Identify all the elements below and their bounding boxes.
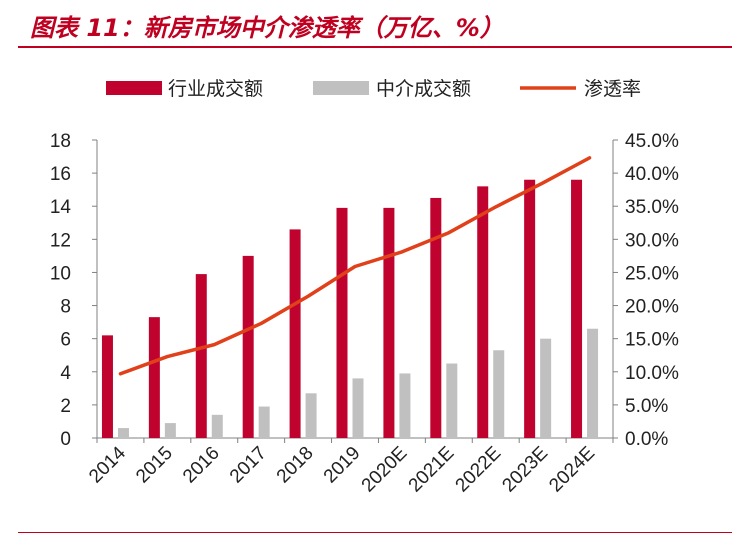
title-area: 图表 11：新房市场中介渗透率（万亿、%） [0, 0, 750, 48]
chart-title: 图表 11：新房市场中介渗透率（万亿、%） [30, 14, 504, 42]
right-tick-label: 10.0% [625, 363, 679, 384]
bar-total [289, 229, 301, 438]
right-tick-label: 45.0% [625, 131, 679, 152]
bar-agency [446, 363, 458, 438]
bar-agency [540, 338, 552, 438]
line-penetration-rate [118, 156, 592, 376]
legend-swatch-agency [313, 81, 369, 95]
penetration-line [118, 156, 592, 376]
bottom-rule [18, 532, 732, 533]
left-tick-label: 16 [50, 164, 71, 185]
left-tick-label: 4 [60, 363, 71, 384]
x-tick-label: 2024E [545, 443, 599, 497]
x-tick-label: 2018 [273, 443, 318, 488]
bar-total [336, 207, 348, 438]
x-tick-label: 2021E [405, 443, 459, 497]
right-tick-label: 40.0% [625, 164, 679, 185]
x-tick-label: 2020E [358, 443, 412, 497]
right-tick-label: 35.0% [625, 197, 679, 218]
legend: 行业成交额 中介成交额 渗透率 [106, 78, 641, 100]
bar-total [148, 317, 160, 438]
right-tick-label: 30.0% [625, 230, 679, 251]
bar-agency [587, 328, 599, 438]
legend-label-rate: 渗透率 [584, 78, 641, 100]
bar-agency [258, 406, 270, 438]
left-tick-label: 10 [50, 263, 71, 284]
left-tick-label: 6 [60, 330, 71, 351]
axes: 0 2 4 6 8 10 12 14 16 18 0.0% 5.0% 10.0% 15.0% 20.0% 25… [50, 131, 679, 496]
legend-label-agency: 中介成交额 [376, 78, 471, 100]
x-tick-label: 2016 [179, 443, 224, 488]
left-tick-label: 12 [50, 230, 71, 251]
bar-agency [352, 378, 364, 438]
left-tick-label: 8 [60, 297, 71, 318]
left-tick-label: 0 [60, 429, 71, 450]
bar-total [242, 255, 254, 438]
bar-total [195, 274, 207, 438]
bar-total [430, 197, 442, 438]
legend-label-total: 行业成交额 [168, 78, 263, 100]
legend-swatch-total [106, 81, 162, 95]
x-tick-label: 2015 [132, 443, 177, 488]
title-underline [18, 46, 732, 48]
left-tick-label: 2 [60, 396, 71, 417]
left-tick-label: 14 [50, 197, 72, 218]
bar-total [477, 186, 489, 438]
bar-total [524, 179, 536, 438]
x-tick-label: 2014 [85, 442, 130, 487]
bar-agency [211, 414, 223, 438]
bar-agency [164, 423, 176, 438]
x-tick-label: 2023E [498, 443, 552, 497]
right-tick-label: 0.0% [625, 429, 668, 450]
bar-agency [493, 350, 505, 438]
bar-agency [399, 373, 411, 438]
bar-total [383, 207, 395, 438]
bar-total [101, 335, 113, 438]
right-tick-label: 25.0% [625, 263, 679, 284]
bars [101, 179, 599, 438]
x-tick-label: 2022E [452, 443, 506, 497]
bar-total [571, 179, 583, 438]
x-tick-label: 2017 [226, 443, 271, 488]
right-tick-label: 5.0% [625, 396, 668, 417]
bar-agency [117, 428, 129, 438]
right-tick-label: 20.0% [625, 297, 679, 318]
right-tick-label: 15.0% [625, 330, 679, 351]
bar-agency [305, 393, 317, 438]
left-tick-label: 18 [50, 131, 71, 152]
